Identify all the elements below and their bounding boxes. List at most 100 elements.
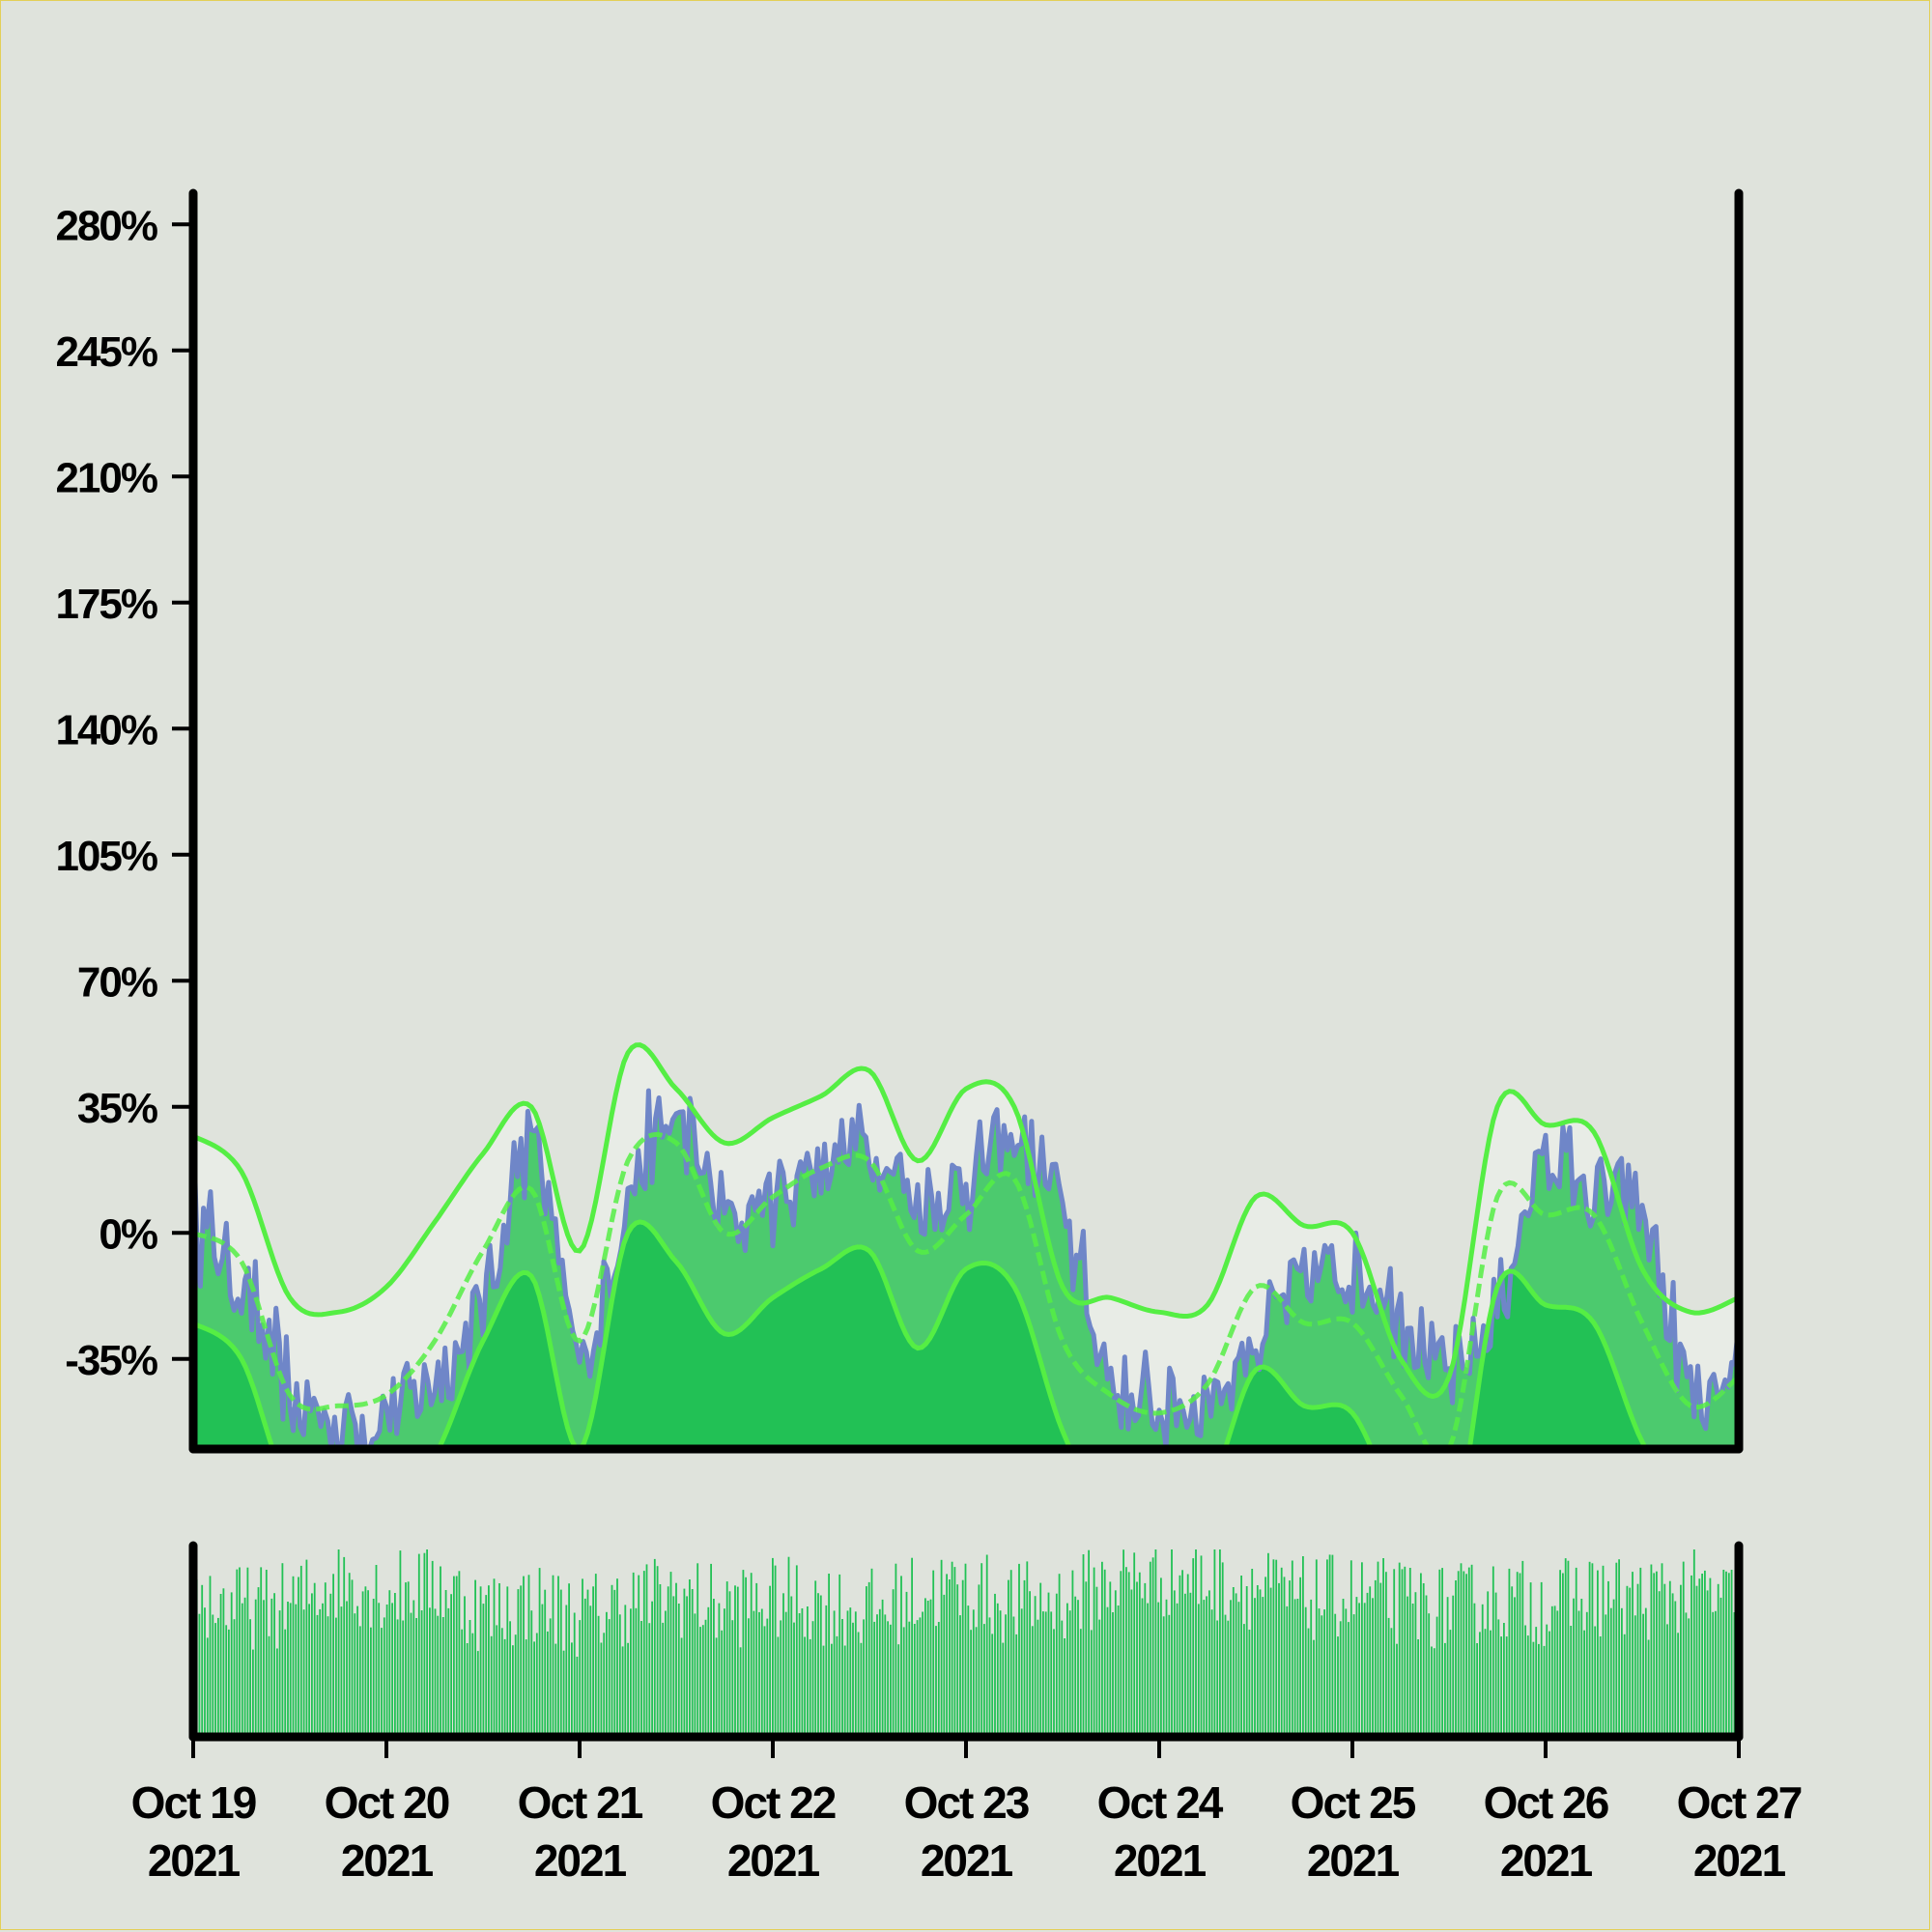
volume-bar	[1114, 1590, 1117, 1737]
volume-bar	[736, 1586, 739, 1737]
volume-bar	[1068, 1610, 1071, 1737]
volume-bar	[632, 1572, 635, 1737]
volume-bar	[1546, 1624, 1548, 1737]
volume-bar	[1101, 1561, 1103, 1737]
volume-bar	[745, 1577, 747, 1737]
volume-bar	[1256, 1585, 1259, 1737]
volume-bar	[402, 1620, 405, 1737]
volume-bar	[653, 1558, 656, 1737]
volume-bar	[562, 1650, 565, 1737]
volume-bar	[490, 1635, 493, 1737]
volume-bar	[474, 1579, 476, 1737]
volume-bar	[887, 1621, 889, 1737]
volume-bar	[1487, 1591, 1490, 1737]
volume-bar	[1127, 1572, 1130, 1737]
volume-bar	[594, 1574, 597, 1737]
volume-bar	[956, 1584, 959, 1737]
volume-bar	[1449, 1630, 1452, 1737]
volume-bar	[527, 1575, 530, 1737]
volume-bar	[809, 1638, 811, 1737]
volume-bar	[630, 1608, 632, 1737]
volume-bar	[1385, 1572, 1387, 1737]
volume-bar	[683, 1588, 686, 1737]
volume-bar	[1002, 1642, 1005, 1737]
volume-bar	[1535, 1627, 1538, 1737]
volume-bar	[254, 1599, 257, 1737]
volume-bar	[1042, 1611, 1044, 1737]
volume-bar	[908, 1621, 911, 1737]
volume-bar	[1085, 1581, 1088, 1737]
volume-bar	[482, 1604, 485, 1737]
volume-bar	[1151, 1557, 1154, 1737]
volume-bar	[1066, 1603, 1068, 1737]
volume-bar	[1245, 1586, 1248, 1737]
volume-bar	[520, 1585, 523, 1737]
volume-bar	[1206, 1596, 1208, 1737]
volume-bar	[586, 1589, 589, 1737]
volume-bar	[1230, 1600, 1232, 1737]
volume-bar	[1490, 1630, 1492, 1737]
volume-bar	[361, 1591, 364, 1737]
volume-bar	[606, 1611, 608, 1737]
volume-bar	[592, 1586, 594, 1737]
volume-bar	[790, 1596, 793, 1737]
volume-bar	[1463, 1571, 1465, 1737]
volume-bar	[385, 1605, 388, 1737]
volume-bar	[1037, 1619, 1039, 1737]
volume-bar	[302, 1609, 305, 1737]
volume-bar	[710, 1563, 712, 1737]
volume-bar	[665, 1610, 667, 1737]
volume-bar	[1047, 1592, 1050, 1737]
volume-bar	[1348, 1622, 1350, 1737]
volume-bar	[854, 1611, 857, 1737]
volume-bar	[1176, 1603, 1179, 1737]
volume-bar	[1727, 1573, 1730, 1737]
volume-bar	[437, 1615, 440, 1737]
volume-bar	[1396, 1643, 1398, 1737]
volume-bar	[372, 1599, 375, 1737]
volume-bar	[876, 1614, 878, 1737]
volume-bar	[407, 1581, 410, 1737]
volume-bar	[951, 1561, 953, 1737]
volume-bar	[983, 1624, 985, 1737]
volume-bar	[949, 1579, 951, 1737]
volume-bar	[370, 1627, 372, 1737]
volume-bar	[1088, 1549, 1090, 1737]
volume-bar	[394, 1593, 396, 1737]
volume-bar	[975, 1627, 978, 1737]
volume-bar	[263, 1600, 265, 1737]
volume-bar	[1280, 1567, 1283, 1737]
volume-bar	[680, 1637, 683, 1737]
volume-bar	[1379, 1582, 1382, 1737]
volume-bar	[1682, 1561, 1685, 1737]
volume-bar	[672, 1596, 675, 1737]
volume-bar	[1647, 1639, 1650, 1737]
volume-bar	[423, 1552, 426, 1737]
volume-bar	[1232, 1587, 1235, 1737]
volume-bar	[1692, 1549, 1695, 1737]
volume-bar	[1690, 1575, 1692, 1737]
volume-bar	[1369, 1586, 1372, 1737]
volume-bar	[1350, 1560, 1352, 1737]
volume-bar	[881, 1599, 884, 1737]
volume-bar	[884, 1614, 887, 1737]
volume-bar	[525, 1639, 527, 1737]
volume-bar	[1008, 1579, 1009, 1737]
volume-bar	[940, 1559, 943, 1737]
volume-bar	[635, 1607, 638, 1737]
volume-bar	[985, 1554, 988, 1737]
volume-bar	[667, 1586, 669, 1737]
volume-bar	[541, 1604, 544, 1737]
volume-bar	[937, 1622, 940, 1737]
volume-bar	[1053, 1629, 1055, 1737]
volume-bar	[753, 1610, 755, 1737]
volume-bar	[455, 1576, 458, 1737]
volume-bar	[552, 1575, 554, 1737]
volume-bar	[798, 1613, 801, 1737]
volume-bar	[836, 1635, 838, 1737]
volume-bar	[1435, 1616, 1438, 1737]
volume-bar	[1481, 1604, 1484, 1737]
volume-bar	[866, 1586, 867, 1737]
volume-bar	[1355, 1597, 1358, 1737]
volume-bar	[801, 1608, 804, 1737]
